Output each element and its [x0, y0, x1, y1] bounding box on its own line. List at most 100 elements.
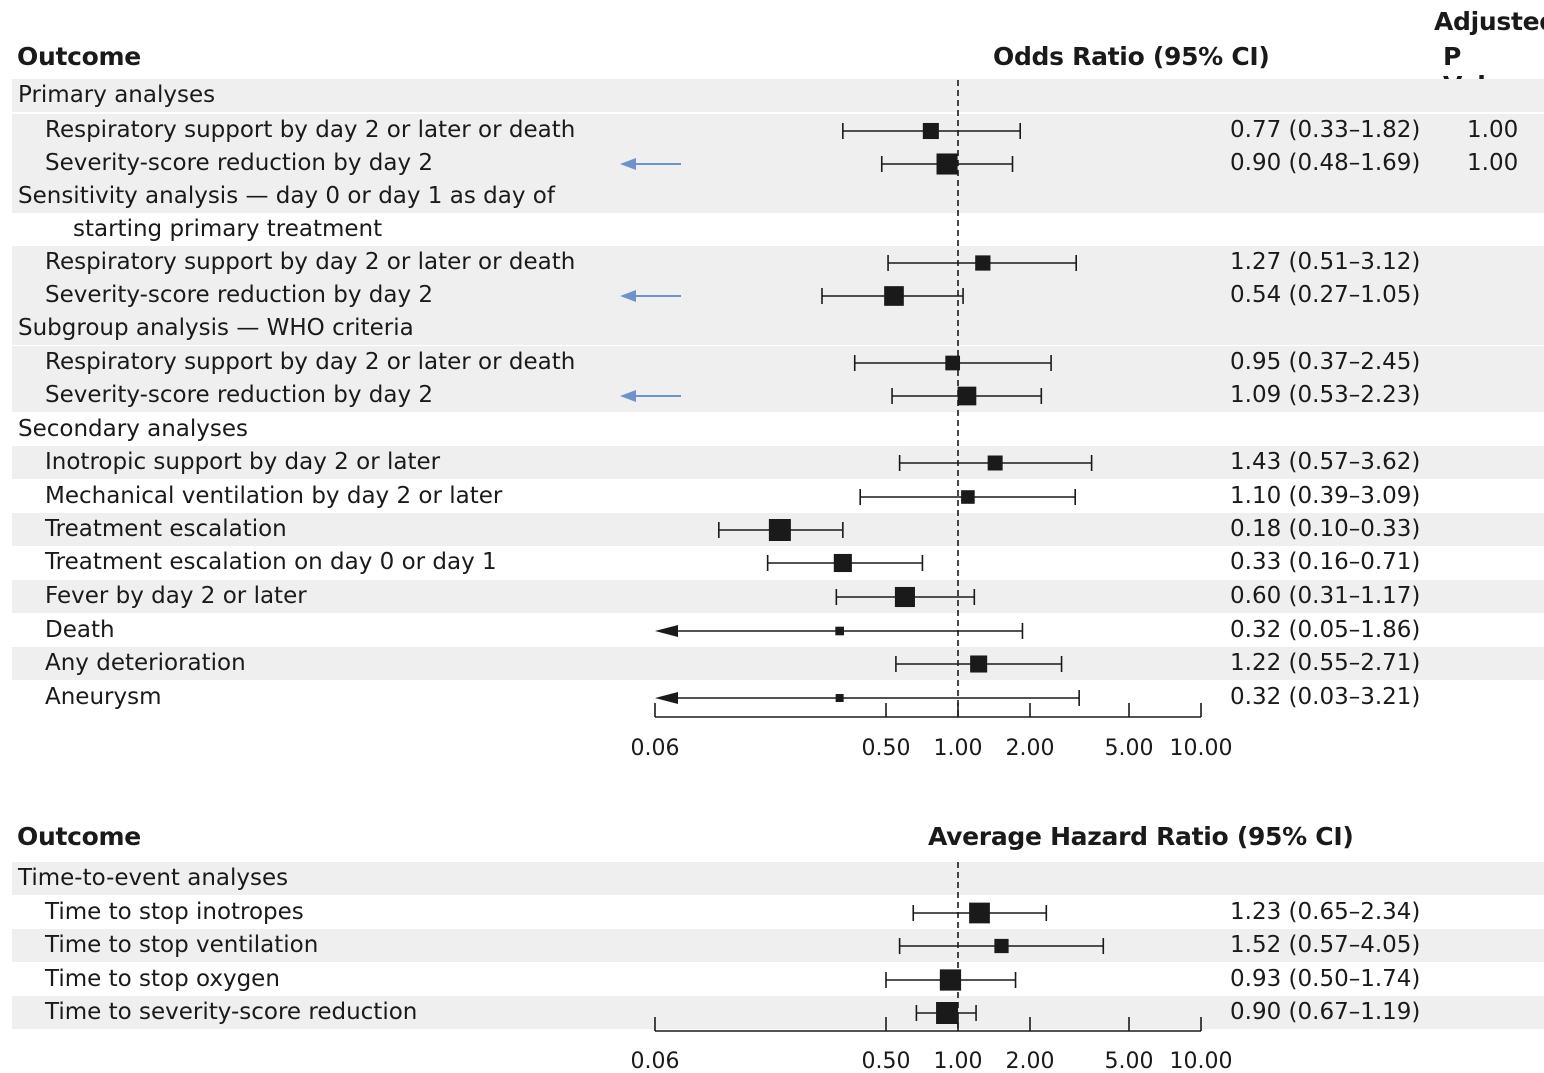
estimate-ci-text: 0.95 (0.37–2.45) [1230, 349, 1421, 375]
p2-x-tick-label: 10.00 [1170, 1049, 1233, 1073]
p2-x-tick-label: 0.50 [862, 1049, 911, 1073]
outcome-row: Time to stop ventilation 1.52 (0.57–4.05) [12, 929, 1544, 962]
outcome-row: Inotropic support by day 2 or later 1.43 … [12, 446, 1544, 479]
point-estimate [945, 355, 961, 371]
point-estimate [957, 386, 977, 406]
p2-x-tick-label: 2.00 [1006, 1049, 1055, 1073]
outcome-row: Severity-score reduction by day 2 1.09 (0… [12, 379, 1544, 412]
estimate-ci-text: 0.32 (0.05–1.86) [1230, 617, 1421, 643]
outcome-label: Respiratory support by day 2 or later or… [45, 117, 576, 143]
ci-arrow-truncated [655, 692, 678, 704]
section-row: Secondary analyses [12, 413, 1544, 446]
outcome-row: Mechanical ventilation by day 2 or later… [12, 480, 1544, 513]
p1-x-tick-label: 0.50 [862, 736, 911, 761]
estimate-ci-text: 1.43 (0.57–3.62) [1230, 449, 1421, 475]
outcome-label: Severity-score reduction by day 2 [45, 382, 434, 408]
section-row: Subgroup analysis — WHO criteria [12, 312, 1544, 345]
section-row: Sensitivity analysis — day 0 or day 1 as… [12, 180, 1544, 213]
outcome-label: Severity-score reduction by day 2 [45, 150, 434, 176]
outcome-row: Fever by day 2 or later 0.60 (0.31–1.17) [12, 580, 1544, 613]
panel1-outcome-header: Outcome [17, 42, 141, 71]
outcome-row: Time to stop inotropes 1.23 (0.65–2.34) [12, 896, 1544, 929]
section-row: Time-to-event analyses [12, 862, 1544, 895]
point-estimate [975, 255, 991, 271]
estimate-ci-text: 1.27 (0.51–3.12) [1230, 249, 1421, 275]
outcome-label: Respiratory support by day 2 or later or… [45, 249, 576, 275]
section-label: Time-to-event analyses [18, 865, 289, 891]
p1-x-tick-label: 2.00 [1006, 736, 1055, 761]
outcome-label: Any deterioration [45, 650, 246, 676]
point-estimate [768, 519, 791, 541]
section-row: Primary analyses [12, 79, 1544, 112]
outcome-label: Aneurysm [45, 684, 162, 710]
p2-x-tick-label: 5.00 [1105, 1049, 1154, 1073]
outcome-row: Respiratory support by day 2 or later or… [12, 114, 1544, 147]
p1-x-tick-label: 1.00 [934, 736, 983, 761]
estimate-ci-text: 0.18 (0.10–0.33) [1230, 516, 1421, 542]
section-label-continued: starting primary treatment [73, 216, 383, 242]
estimate-ci-text: 1.22 (0.55–2.71) [1230, 650, 1421, 676]
outcome-label: Death [45, 617, 115, 643]
outcome-label: Time to severity-score reduction [45, 999, 418, 1025]
p1-x-tick-label: 5.00 [1105, 736, 1154, 761]
estimate-ci-text: 1.23 (0.65–2.34) [1230, 899, 1421, 925]
estimate-ci-text: 0.33 (0.16–0.71) [1230, 549, 1421, 575]
section-label: Secondary analyses [18, 416, 248, 442]
outcome-row: Severity-score reduction by day 2 0.54 (0… [12, 279, 1544, 312]
blue-arrow-icon [620, 158, 636, 170]
point-estimate [961, 490, 975, 504]
section-row-continued: starting primary treatment [12, 213, 1544, 246]
p-value: 1.00 [1467, 117, 1519, 143]
outcome-label: Fever by day 2 or later [45, 583, 307, 609]
section-label: Subgroup analysis — WHO criteria [18, 315, 414, 341]
ci-arrow-truncated [655, 625, 678, 637]
outcome-label: Treatment escalation on day 0 or day 1 [45, 549, 497, 575]
panel2-effect-header: Average Hazard Ratio (95% CI) [928, 822, 1354, 851]
p-value: 1.00 [1467, 150, 1519, 176]
section-label: Sensitivity analysis — day 0 or day 1 as… [18, 183, 555, 209]
point-estimate [936, 153, 958, 175]
outcome-label: Severity-score reduction by day 2 [45, 282, 434, 308]
outcome-label: Respiratory support by day 2 or later or… [45, 349, 576, 375]
outcome-label: Time to stop inotropes [45, 899, 304, 925]
estimate-ci-text: 0.93 (0.50–1.74) [1230, 966, 1421, 992]
estimate-ci-text: 0.54 (0.27–1.05) [1230, 282, 1421, 308]
outcome-row: Time to stop oxygen 0.93 (0.50–1.74) [12, 963, 1544, 996]
estimate-ci-text: 1.52 (0.57–4.05) [1230, 932, 1421, 958]
point-estimate [884, 286, 904, 306]
point-estimate [994, 938, 1009, 954]
panel1-effect-header: Odds Ratio (95% CI) [993, 42, 1270, 71]
outcome-row: Treatment escalation on day 0 or day 1 0.… [12, 546, 1544, 579]
outcome-row: Death 0.32 (0.05–1.86) [12, 614, 1544, 647]
p2-x-tick-label: 0.06 [631, 1049, 680, 1073]
p1-x-tick-label: 10.00 [1170, 736, 1233, 761]
point-estimate [936, 1002, 959, 1024]
outcome-row: Respiratory support by day 2 or later or… [12, 246, 1544, 279]
panel2-outcome-header: Outcome [17, 822, 141, 851]
panel1-p-header-line1: Adjusted [1434, 7, 1544, 36]
estimate-ci-text: 0.77 (0.33–1.82) [1230, 117, 1421, 143]
estimate-ci-text: 0.90 (0.48–1.69) [1230, 150, 1421, 176]
point-estimate [939, 969, 962, 991]
p2-x-tick-label: 1.00 [934, 1049, 983, 1073]
p1-x-tick-label: 0.06 [631, 736, 680, 761]
outcome-label: Time to stop oxygen [45, 966, 280, 992]
outcome-label: Time to stop ventilation [45, 932, 319, 958]
point-estimate [922, 122, 939, 140]
outcome-label: Mechanical ventilation by day 2 or later [45, 483, 503, 509]
outcome-label: Inotropic support by day 2 or later [45, 449, 441, 475]
point-estimate [833, 553, 852, 573]
outcome-row: Any deterioration 1.22 (0.55–2.71) [12, 647, 1544, 680]
point-estimate [894, 586, 915, 608]
outcome-row: Respiratory support by day 2 or later or… [12, 346, 1544, 379]
outcome-row: Aneurysm 0.32 (0.03–3.21) [12, 681, 1544, 714]
outcome-label: Treatment escalation [45, 516, 287, 542]
point-estimate [835, 626, 844, 636]
point-estimate [969, 902, 990, 924]
estimate-ci-text: 0.32 (0.03–3.21) [1230, 684, 1421, 710]
point-estimate [970, 655, 988, 673]
point-estimate [987, 455, 1003, 471]
estimate-ci-text: 1.10 (0.39–3.09) [1230, 483, 1421, 509]
estimate-ci-text: 0.60 (0.31–1.17) [1230, 583, 1421, 609]
